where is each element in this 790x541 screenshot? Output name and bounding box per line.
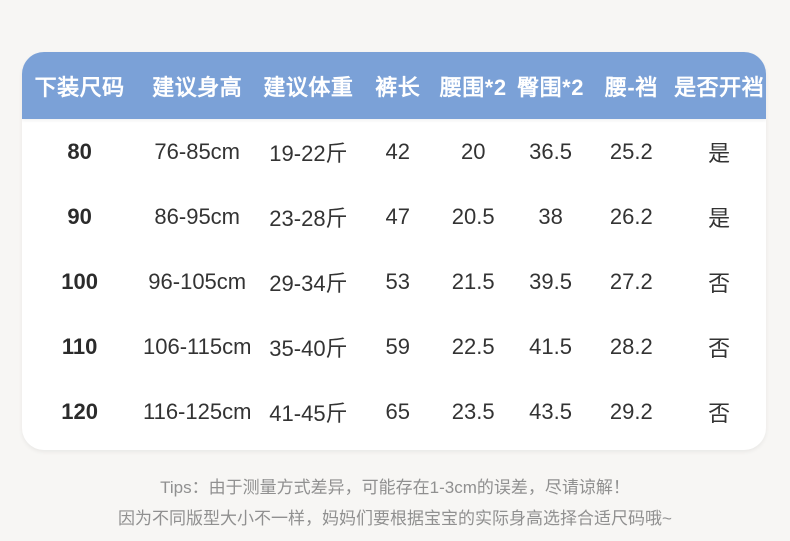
table-cell: 41.5 — [529, 333, 572, 359]
size-cell: 120 — [61, 398, 99, 424]
table-cell: 42 — [385, 138, 410, 164]
table-cell: 43.5 — [529, 398, 572, 424]
table-cell: 36.5 — [529, 138, 572, 164]
table-cell: 是 — [708, 205, 731, 231]
table-cell: 116-125cm — [142, 398, 252, 424]
table-cell: 41-45斤 — [269, 400, 348, 426]
table-cell: 26.2 — [609, 203, 653, 229]
table-row-80: 80 76-85cm 19-22斤 42 20 36.5 25.2 是 — [22, 119, 766, 184]
table-row-100: 100 96-105cm 29-34斤 53 21.5 39.5 27.2 否 — [22, 249, 766, 314]
table-cell: 59 — [385, 333, 410, 359]
table-cell: 35-40斤 — [269, 335, 348, 361]
table-cell: 96-105cm — [148, 268, 247, 294]
size-chart-body: 80 76-85cm 19-22斤 42 20 36.5 25.2 是 90 8… — [22, 119, 766, 450]
size-chart-header-row: 下装尺码 建议身高 建议体重 裤长 腰围*2 臀围*2 腰-裆 是否开裆 — [22, 52, 766, 119]
size-cell: 100 — [61, 268, 99, 294]
column-header-waist-crotch: 腰-裆 — [604, 74, 658, 100]
column-header-open-crotch: 是否开裆 — [674, 74, 765, 100]
table-cell: 76-85cm — [154, 138, 240, 164]
tips-note: Tips：由于测量方式差异，可能存在1-3cm的误差，尽请谅解！ 因为不同版型大… — [0, 472, 790, 534]
table-cell: 23-28斤 — [269, 205, 348, 231]
column-header-height: 建议身高 — [152, 74, 243, 100]
table-cell: 106-115cm — [142, 333, 252, 359]
table-cell: 否 — [708, 270, 731, 296]
tips-line-2: 因为不同版型大小不一样，妈妈们要根据宝宝的实际身高选择合适尺码哦~ — [118, 509, 672, 528]
table-row-110: 110 106-115cm 35-40斤 59 22.5 41.5 28.2 否 — [22, 314, 766, 379]
table-cell: 86-95cm — [154, 203, 240, 229]
table-cell: 29-34斤 — [269, 270, 348, 296]
table-cell: 是 — [708, 140, 731, 166]
column-header-weight: 建议体重 — [263, 74, 354, 100]
table-cell: 23.5 — [451, 398, 495, 424]
table-cell: 19-22斤 — [269, 140, 348, 166]
table-cell: 否 — [708, 335, 731, 361]
table-cell: 25.2 — [609, 138, 653, 164]
table-cell: 47 — [385, 203, 410, 229]
table-cell: 27.2 — [609, 268, 653, 294]
table-cell: 20.5 — [451, 203, 495, 229]
column-header-hip: 臀围*2 — [517, 74, 584, 100]
table-cell: 53 — [385, 268, 410, 294]
column-header-size: 下装尺码 — [34, 74, 125, 100]
table-cell: 21.5 — [451, 268, 495, 294]
table-cell: 38 — [538, 203, 563, 229]
table-row-90: 90 86-95cm 23-28斤 47 20.5 38 26.2 是 — [22, 184, 766, 249]
table-row-120: 120 116-125cm 41-45斤 65 23.5 43.5 29.2 否 — [22, 379, 766, 444]
table-cell: 29.2 — [609, 398, 653, 424]
table-cell: 65 — [385, 398, 410, 424]
size-cell: 110 — [61, 333, 98, 359]
size-chart-card: 下装尺码 建议身高 建议体重 裤长 腰围*2 臀围*2 腰-裆 是否开裆 80 … — [22, 52, 766, 450]
size-cell: 90 — [67, 203, 92, 229]
table-cell: 22.5 — [451, 333, 495, 359]
tips-line-1: Tips：由于测量方式差异，可能存在1-3cm的误差，尽请谅解！ — [160, 478, 630, 497]
table-cell: 否 — [708, 400, 731, 426]
table-cell: 20 — [460, 138, 486, 164]
column-header-pant-length: 裤长 — [375, 74, 421, 100]
table-cell: 39.5 — [529, 268, 572, 294]
table-cell: 28.2 — [609, 333, 653, 359]
size-cell: 80 — [67, 138, 92, 164]
column-header-waist: 腰围*2 — [439, 74, 507, 100]
